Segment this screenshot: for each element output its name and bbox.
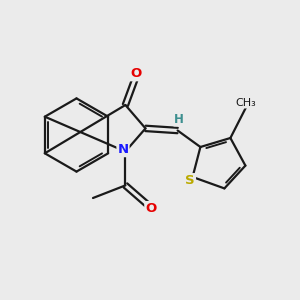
Text: H: H <box>174 112 184 126</box>
Text: S: S <box>185 174 195 187</box>
Text: O: O <box>130 67 141 80</box>
Text: CH₃: CH₃ <box>236 98 256 108</box>
Text: N: N <box>117 143 129 156</box>
Text: O: O <box>145 202 157 215</box>
